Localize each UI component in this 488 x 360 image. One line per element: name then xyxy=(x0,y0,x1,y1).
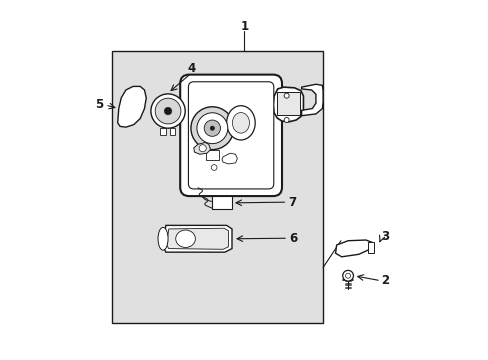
Text: 2: 2 xyxy=(380,274,388,287)
Circle shape xyxy=(151,94,185,128)
Polygon shape xyxy=(272,87,303,122)
Circle shape xyxy=(190,107,233,150)
Bar xyxy=(112,51,323,323)
Polygon shape xyxy=(118,86,146,127)
FancyBboxPatch shape xyxy=(188,82,273,189)
Bar xyxy=(205,150,218,159)
Bar xyxy=(160,128,165,135)
Polygon shape xyxy=(162,225,231,252)
Ellipse shape xyxy=(232,113,249,133)
Polygon shape xyxy=(301,84,323,116)
Polygon shape xyxy=(335,240,372,257)
Circle shape xyxy=(164,107,171,115)
FancyBboxPatch shape xyxy=(211,197,231,209)
Text: 5: 5 xyxy=(95,99,103,112)
Ellipse shape xyxy=(175,230,195,247)
Circle shape xyxy=(155,98,181,124)
Text: 4: 4 xyxy=(187,62,195,75)
Circle shape xyxy=(342,270,353,281)
Text: 3: 3 xyxy=(380,230,388,243)
Text: 1: 1 xyxy=(240,20,248,33)
Circle shape xyxy=(284,93,288,98)
Circle shape xyxy=(204,120,220,136)
Text: 7: 7 xyxy=(288,195,296,209)
FancyBboxPatch shape xyxy=(180,75,282,196)
Bar xyxy=(277,92,299,115)
Ellipse shape xyxy=(158,228,168,250)
Bar xyxy=(169,128,175,135)
Ellipse shape xyxy=(226,106,255,140)
Circle shape xyxy=(211,165,217,170)
Circle shape xyxy=(197,113,227,144)
Polygon shape xyxy=(193,143,210,154)
Circle shape xyxy=(284,117,288,122)
Circle shape xyxy=(210,126,214,130)
Polygon shape xyxy=(222,153,237,164)
Bar xyxy=(367,242,373,253)
Circle shape xyxy=(199,145,206,152)
Polygon shape xyxy=(166,228,228,249)
Text: 6: 6 xyxy=(288,232,297,245)
